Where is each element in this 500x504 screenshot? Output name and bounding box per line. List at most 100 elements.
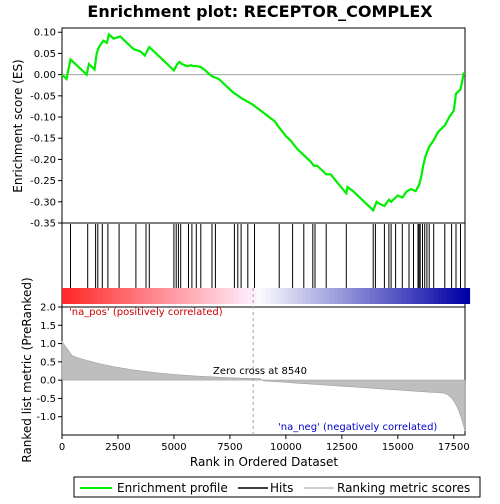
legend-label-enrichment: Enrichment profile <box>117 481 228 495</box>
colorbar-segment <box>333 288 339 304</box>
ranking-colorbar <box>62 288 471 304</box>
x-tick-label-1: 2500 <box>105 442 130 453</box>
colorbar-segment <box>161 288 167 304</box>
colorbar-segment <box>292 288 298 304</box>
chart-title: Enrichment plot: RECEPTOR_COMPLEX <box>87 2 433 21</box>
colorbar-segment <box>297 288 303 304</box>
colorbar-segment <box>152 288 158 304</box>
colorbar-segment <box>93 288 99 304</box>
colorbar-segment <box>274 288 280 304</box>
colorbar-segment <box>329 288 335 304</box>
colorbar-segment <box>392 288 398 304</box>
colorbar-segment <box>383 288 389 304</box>
x-tick-label-3: 7500 <box>217 442 242 453</box>
colorbar-segment <box>347 288 353 304</box>
colorbar-segment <box>302 288 308 304</box>
es-y-tick-label-6: -0.20 <box>30 155 56 166</box>
colorbar-segment <box>397 288 403 304</box>
colorbar-segment <box>324 288 330 304</box>
colorbar-segment <box>388 288 394 304</box>
metric-y-tick-label-6: -1.0 <box>36 412 56 423</box>
colorbar-segment <box>315 288 321 304</box>
colorbar-segment <box>225 288 231 304</box>
colorbar-segment <box>424 288 430 304</box>
metric-y-tick-label-2: 1.0 <box>40 339 56 350</box>
neg-correlated-label: 'na_neg' (negatively correlated) <box>278 422 437 433</box>
colorbar-segment <box>80 288 86 304</box>
colorbar-segment <box>66 288 72 304</box>
es-y-tick-label-0: 0.10 <box>34 28 56 39</box>
x-tick-label-2: 5000 <box>161 442 186 453</box>
colorbar-segment <box>116 288 122 304</box>
colorbar-segment <box>197 288 203 304</box>
x-tick-label-0: 0 <box>59 442 65 453</box>
colorbar-segment <box>406 288 412 304</box>
colorbar-segment <box>270 288 276 304</box>
colorbar-segment <box>256 288 262 304</box>
colorbar-segment <box>75 288 81 304</box>
colorbar-segment <box>139 288 145 304</box>
colorbar-segment <box>401 288 407 304</box>
es-y-tick-label-7: -0.25 <box>30 176 56 187</box>
colorbar-segment <box>415 288 421 304</box>
colorbar-segment <box>120 288 126 304</box>
colorbar-segment <box>369 288 375 304</box>
metric-y-tick-label-5: -0.5 <box>36 394 56 405</box>
colorbar-segment <box>428 288 434 304</box>
colorbar-segment <box>243 288 249 304</box>
x-tick-label-5: 12500 <box>326 442 358 453</box>
colorbar-segment <box>202 288 208 304</box>
colorbar-segment <box>279 288 285 304</box>
colorbar-segment <box>288 288 294 304</box>
pos-correlated-label: 'na_pos' (positively correlated) <box>69 307 223 318</box>
x-axis-label: Rank in Ordered Dataset <box>190 455 338 469</box>
metric-y-axis-label: Ranked list metric (PreRanked) <box>20 277 34 462</box>
colorbar-segment <box>451 288 457 304</box>
colorbar-segment <box>234 288 240 304</box>
colorbar-segment <box>211 288 217 304</box>
colorbar-segment <box>342 288 348 304</box>
ranking-metric-area <box>61 340 466 432</box>
enrichment-profile-series <box>61 32 465 213</box>
colorbar-segment <box>111 288 117 304</box>
es-y-tick-label-3: -0.05 <box>30 91 56 102</box>
colorbar-segment <box>247 288 253 304</box>
colorbar-segment <box>442 288 448 304</box>
x-tick-label-7: 17500 <box>438 442 470 453</box>
x-tick-label-4: 10000 <box>270 442 302 453</box>
colorbar-segment <box>433 288 439 304</box>
metric-y-tick-label-4: 0.0 <box>40 376 56 387</box>
colorbar-segment <box>84 288 90 304</box>
colorbar-segment <box>374 288 380 304</box>
metric-y-tick-label-0: 2.0 <box>40 303 56 314</box>
colorbar-segment <box>283 288 289 304</box>
colorbar-segment <box>311 288 317 304</box>
colorbar-segment <box>261 288 267 304</box>
colorbar-segment <box>62 288 68 304</box>
legend-label-hits: Hits <box>270 481 293 495</box>
colorbar-segment <box>175 288 181 304</box>
colorbar-segment <box>437 288 443 304</box>
colorbar-segment <box>157 288 163 304</box>
colorbar-segment <box>166 288 172 304</box>
metric-y-tick-label-3: 0.5 <box>40 357 56 368</box>
colorbar-segment <box>129 288 135 304</box>
colorbar-segment <box>206 288 212 304</box>
hit-marks <box>70 224 461 288</box>
colorbar-segment <box>410 288 416 304</box>
colorbar-segment <box>360 288 366 304</box>
es-y-axis-label: Enrichment score (ES) <box>11 59 25 192</box>
colorbar-segment <box>306 288 312 304</box>
colorbar-segment <box>351 288 357 304</box>
colorbar-segment <box>338 288 344 304</box>
legend-box <box>73 476 481 498</box>
colorbar-segment <box>265 288 271 304</box>
colorbar-segment <box>148 288 154 304</box>
colorbar-segment <box>365 288 371 304</box>
es-y-tick-label-1: 0.05 <box>34 49 56 60</box>
es-y-tick-label-2: 0.00 <box>34 70 56 81</box>
metric-y-tick-label-1: 1.5 <box>40 321 56 332</box>
colorbar-segment <box>188 288 194 304</box>
colorbar-segment <box>356 288 362 304</box>
